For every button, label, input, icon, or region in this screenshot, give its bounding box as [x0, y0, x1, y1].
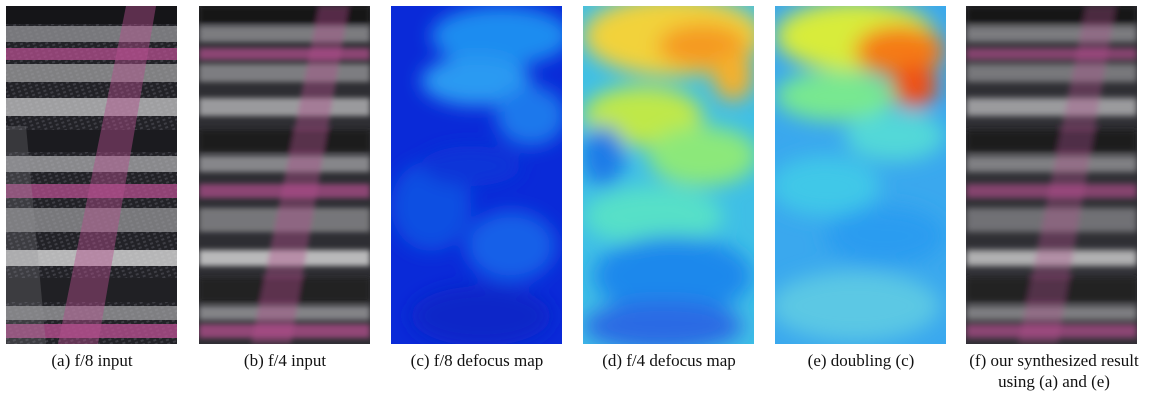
caption-f: (f) our synthesized result using (a) and… [951, 350, 1157, 392]
panel-a-f8-input [6, 6, 177, 344]
panel-f-synthesized-result [966, 6, 1137, 344]
caption-a: (a) f/8 input [51, 351, 133, 370]
caption-f-line-1: (f) our synthesized result [969, 351, 1139, 370]
fabric-photo-synthesized [966, 6, 1137, 344]
fabric-photo-blurred [199, 6, 370, 344]
defocus-heatmap-d [583, 6, 754, 344]
defocus-heatmap-c [391, 6, 562, 344]
panel-d-f4-defocus-map [583, 6, 754, 344]
caption-b: (b) f/4 input [243, 351, 327, 370]
defocus-heatmap-e [775, 6, 946, 344]
caption-f-line-2: using (a) and (e) [998, 372, 1110, 391]
caption-e: (e) doubling (c) [807, 351, 915, 370]
fabric-photo-sharp [6, 6, 177, 344]
panel-b-f4-input [199, 6, 370, 344]
panel-e-doubled-map [775, 6, 946, 344]
panel-c-f8-defocus-map [391, 6, 562, 344]
caption-d: (d) f/4 defocus map [602, 351, 736, 370]
caption-c: (c) f/8 defocus map [410, 351, 544, 370]
